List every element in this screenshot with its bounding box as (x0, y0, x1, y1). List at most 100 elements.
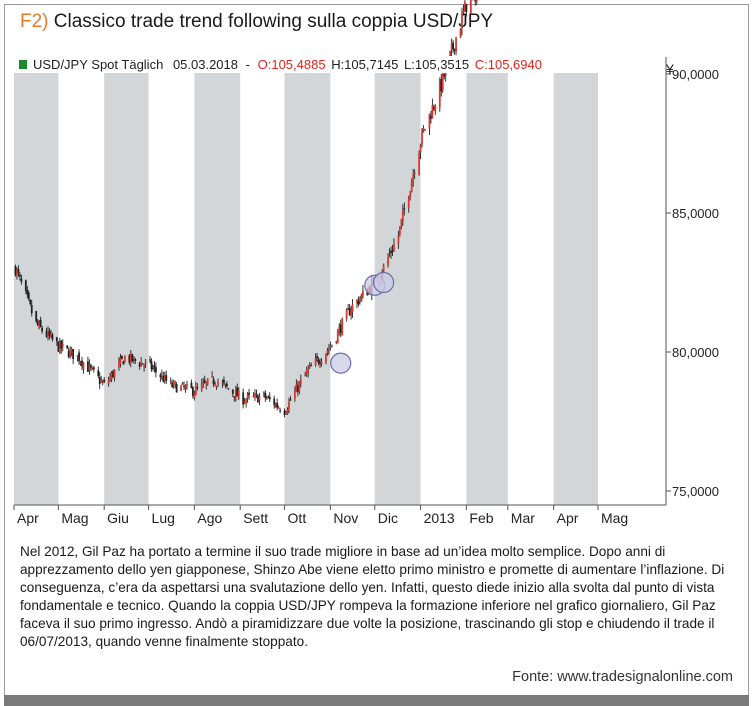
candle-body (307, 368, 310, 373)
candle-body (267, 396, 270, 398)
candle-body (217, 382, 219, 385)
ohlc-low: L:105,3515 (404, 57, 469, 72)
y-tick-label: 85,0000 (672, 206, 719, 221)
candle-body (19, 274, 21, 277)
candle-body (422, 128, 425, 131)
x-tick-label: Feb (469, 510, 493, 526)
candle-body (356, 299, 358, 304)
candle-body (163, 374, 166, 381)
candle-body (140, 362, 143, 367)
candle-body (262, 392, 265, 395)
candle-body (60, 340, 63, 349)
candle-body (453, 48, 456, 51)
candle-body (341, 318, 344, 336)
candle-body (196, 387, 199, 389)
candle-body (184, 385, 187, 390)
candle-body (246, 394, 249, 399)
candle-body (132, 356, 135, 359)
candle-body (277, 407, 280, 409)
candle-body (48, 330, 51, 336)
candle-body (328, 348, 330, 351)
candle-body (109, 376, 111, 380)
candle-body (431, 105, 434, 119)
candle-body (335, 341, 338, 343)
candle-body (212, 378, 215, 385)
y-tick-label: 75,0000 (672, 484, 719, 499)
candle-body (107, 380, 110, 385)
candle-body (131, 354, 134, 362)
candle-body (310, 364, 313, 367)
candle-body (459, 28, 462, 38)
ohlc-open: O:105,4885 (258, 57, 326, 72)
currency-symbol: ¥ (665, 61, 674, 77)
candle-body (155, 367, 157, 373)
x-tick-label: Nov (333, 510, 358, 526)
candle-body (419, 144, 422, 153)
candle-body (26, 289, 29, 295)
candle-body (215, 386, 218, 388)
candle-body (397, 235, 400, 245)
candle-body (141, 363, 144, 365)
candle-body (428, 113, 431, 129)
candle-body (206, 378, 209, 385)
candle-body (175, 384, 178, 393)
candle-body (149, 359, 151, 361)
candle-body (475, 0, 478, 2)
candle-body (214, 383, 216, 386)
month-shade-Giu (104, 57, 149, 505)
candle-body (162, 376, 165, 382)
candle-body (81, 360, 83, 367)
candle-body (36, 321, 39, 325)
candle-body (78, 352, 80, 362)
entry-circle (330, 352, 352, 374)
candle-body (264, 392, 267, 398)
candle-body (101, 382, 104, 384)
month-shade-Ago (194, 57, 241, 505)
candle-body (421, 129, 423, 145)
candle-body (329, 346, 332, 349)
candle-body (316, 356, 318, 359)
candle-body (304, 373, 307, 377)
candle-body (255, 393, 258, 395)
candle-body (258, 396, 261, 401)
candle-body (224, 383, 227, 385)
candle-body (245, 399, 248, 404)
candle-body (430, 116, 432, 119)
candle-body (67, 350, 70, 358)
candle-body (289, 399, 292, 401)
bottom-bar (4, 695, 749, 706)
x-tick-label: Giu (107, 510, 129, 526)
candle-body (183, 385, 185, 388)
info-bar: USD/JPY Spot Täglich 05.03.2018 - O:105,… (14, 56, 644, 73)
candle-body (38, 322, 41, 328)
candle-body (401, 210, 404, 222)
candle-body (76, 355, 79, 357)
candle-body (27, 292, 30, 300)
info-date: 05.03.2018 (173, 57, 238, 72)
candle-body (357, 300, 360, 305)
candle-body (91, 367, 94, 369)
candle-body (242, 392, 245, 405)
month-shade-Apr (553, 57, 598, 505)
candle-body (203, 380, 206, 383)
month-shade-Ott (284, 57, 331, 505)
candle-body (443, 74, 446, 77)
candle-body (347, 308, 350, 310)
candle-body (194, 386, 197, 396)
candle-body (308, 365, 311, 368)
ohlc-high: H:105,7145 (331, 57, 398, 72)
candle-body (285, 412, 287, 414)
candle-body (29, 299, 32, 304)
candle-body (143, 364, 146, 367)
candle-body (169, 381, 172, 383)
caption: Nel 2012, Gil Paz ha portato a termine i… (20, 544, 725, 649)
candle-body (455, 37, 457, 52)
candlestick-chart: 75,000080,000085,000090,000095,0000100,0… (13, 0, 719, 526)
candle-body (225, 383, 228, 387)
candle-body (390, 250, 392, 254)
candle-body (181, 382, 184, 385)
candle-body (191, 387, 194, 396)
candle-body (391, 250, 394, 252)
candle-body (413, 173, 416, 175)
x-tick-label: Apr (557, 510, 579, 526)
